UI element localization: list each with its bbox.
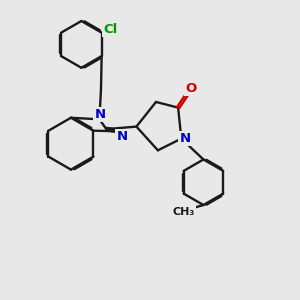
Text: N: N xyxy=(94,108,106,121)
Text: CH₃: CH₃ xyxy=(173,207,195,217)
Text: Cl: Cl xyxy=(103,23,118,36)
Text: O: O xyxy=(185,82,196,95)
Text: N: N xyxy=(116,130,128,142)
Text: N: N xyxy=(179,132,191,145)
